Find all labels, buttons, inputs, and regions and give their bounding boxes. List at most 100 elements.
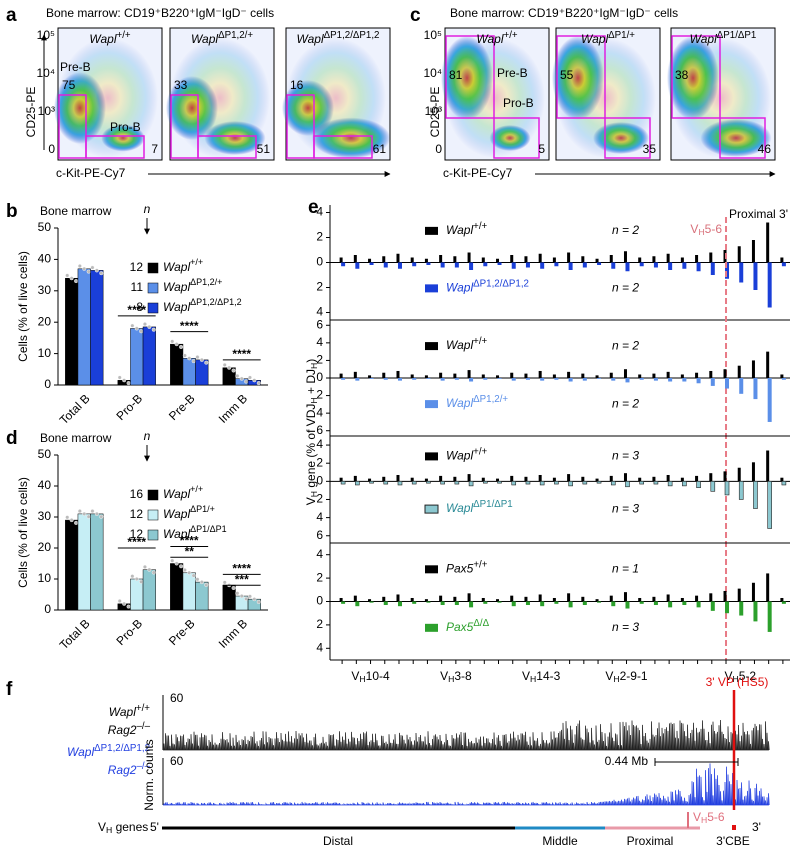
bar [467,370,471,378]
distance-bracket [654,758,739,766]
bar [582,481,588,485]
log-tick-label: 10⁴ [423,66,442,80]
bar [410,597,414,602]
bar [554,481,559,485]
bar [368,599,372,602]
bar [353,255,357,263]
bar [453,256,457,263]
bar [567,371,571,378]
bar [680,374,684,378]
replicate-dot [244,596,249,601]
gene-name: Wapl [446,501,473,515]
bar [609,475,613,482]
bar [412,378,417,380]
y-tick-label: 6 [316,423,323,437]
replicate-dot [256,599,261,604]
replicate-dot [182,353,187,358]
bar [440,601,445,606]
replicate-dot [77,264,82,269]
bar [368,258,372,263]
bar [368,478,372,482]
bar [625,601,630,609]
significance: **** [127,535,146,549]
text-part: V [690,222,698,236]
log-tick-label: 10³ [425,104,442,118]
bar [682,378,687,382]
replicate-dot [134,577,139,582]
coverage-track [163,763,770,806]
replicate-dot [151,570,156,575]
y-axis-label: Norm. counts [142,739,156,810]
replicate-dot [204,360,209,365]
legend-n: 12 [130,260,144,274]
bar [666,253,670,263]
bar [696,601,701,608]
bar [355,378,360,381]
bar [467,252,471,263]
bar [525,601,530,606]
bar [568,262,573,270]
bar [424,599,428,602]
gene-name: Wapl [476,32,503,46]
subscript: H [613,674,619,684]
y-axis-label: Cells (% of live cells) [16,251,30,362]
allele: ΔP1,2/+ [190,277,222,287]
bar [353,475,357,482]
bar [142,569,156,611]
genotype-label: Rag2–/– [108,721,151,738]
replicate-dot [235,373,240,378]
bar [77,268,91,386]
gate [671,35,721,119]
y-tick-label: 4 [316,205,323,219]
bar [339,257,343,263]
bar [568,378,573,382]
bar [780,374,784,378]
bar [410,477,414,482]
bar [709,370,713,378]
replicate-dot [170,558,175,563]
text-part: genes [112,820,148,834]
y-tick-label: 20 [38,314,52,328]
bar [469,378,474,382]
y-tick-label: 4 [316,547,323,561]
bar [696,481,701,488]
gene-name: Pax5 [446,620,474,634]
replicate-dot [147,567,152,572]
allele: ΔP1/+ [190,504,215,514]
y-tick-label: 4 [316,437,323,451]
y-tick-label: 50 [38,220,52,234]
genotype-label: Wapl+/+ [163,257,203,274]
y-tick-label: 4 [316,640,323,654]
genotype-label: Wapl+/+ [446,220,488,237]
bar [454,481,460,485]
bar [597,262,602,265]
bar [638,374,642,378]
replicate-dot [122,601,127,606]
density [445,38,545,158]
bar [424,258,428,263]
bar [652,476,656,482]
x-axis-label: c-Kit-PE-Cy7 [443,166,513,180]
bar [340,481,346,485]
bar [142,326,156,386]
bar [582,262,587,268]
replicate-dot [99,271,104,276]
genotype-label: Rag2–/– [108,761,151,778]
panel-letter: d [6,428,18,449]
y-tick-label: 2 [316,388,323,402]
bar [653,262,658,268]
x-tick-label: Pro-B [114,616,146,648]
bar [780,477,784,482]
gate-percent: 7 [151,142,158,156]
bar [170,563,184,611]
replicate-dot [170,339,175,344]
bar [481,597,485,602]
bar [496,258,500,263]
y-tick-label: 2 [316,280,323,294]
genes-label: VH genes [98,820,148,835]
replicate-dot [94,268,99,273]
x-tick-label: Pro-B [114,391,146,423]
bar [483,262,488,267]
bar [453,596,457,602]
three-prime: 3' [752,820,761,834]
